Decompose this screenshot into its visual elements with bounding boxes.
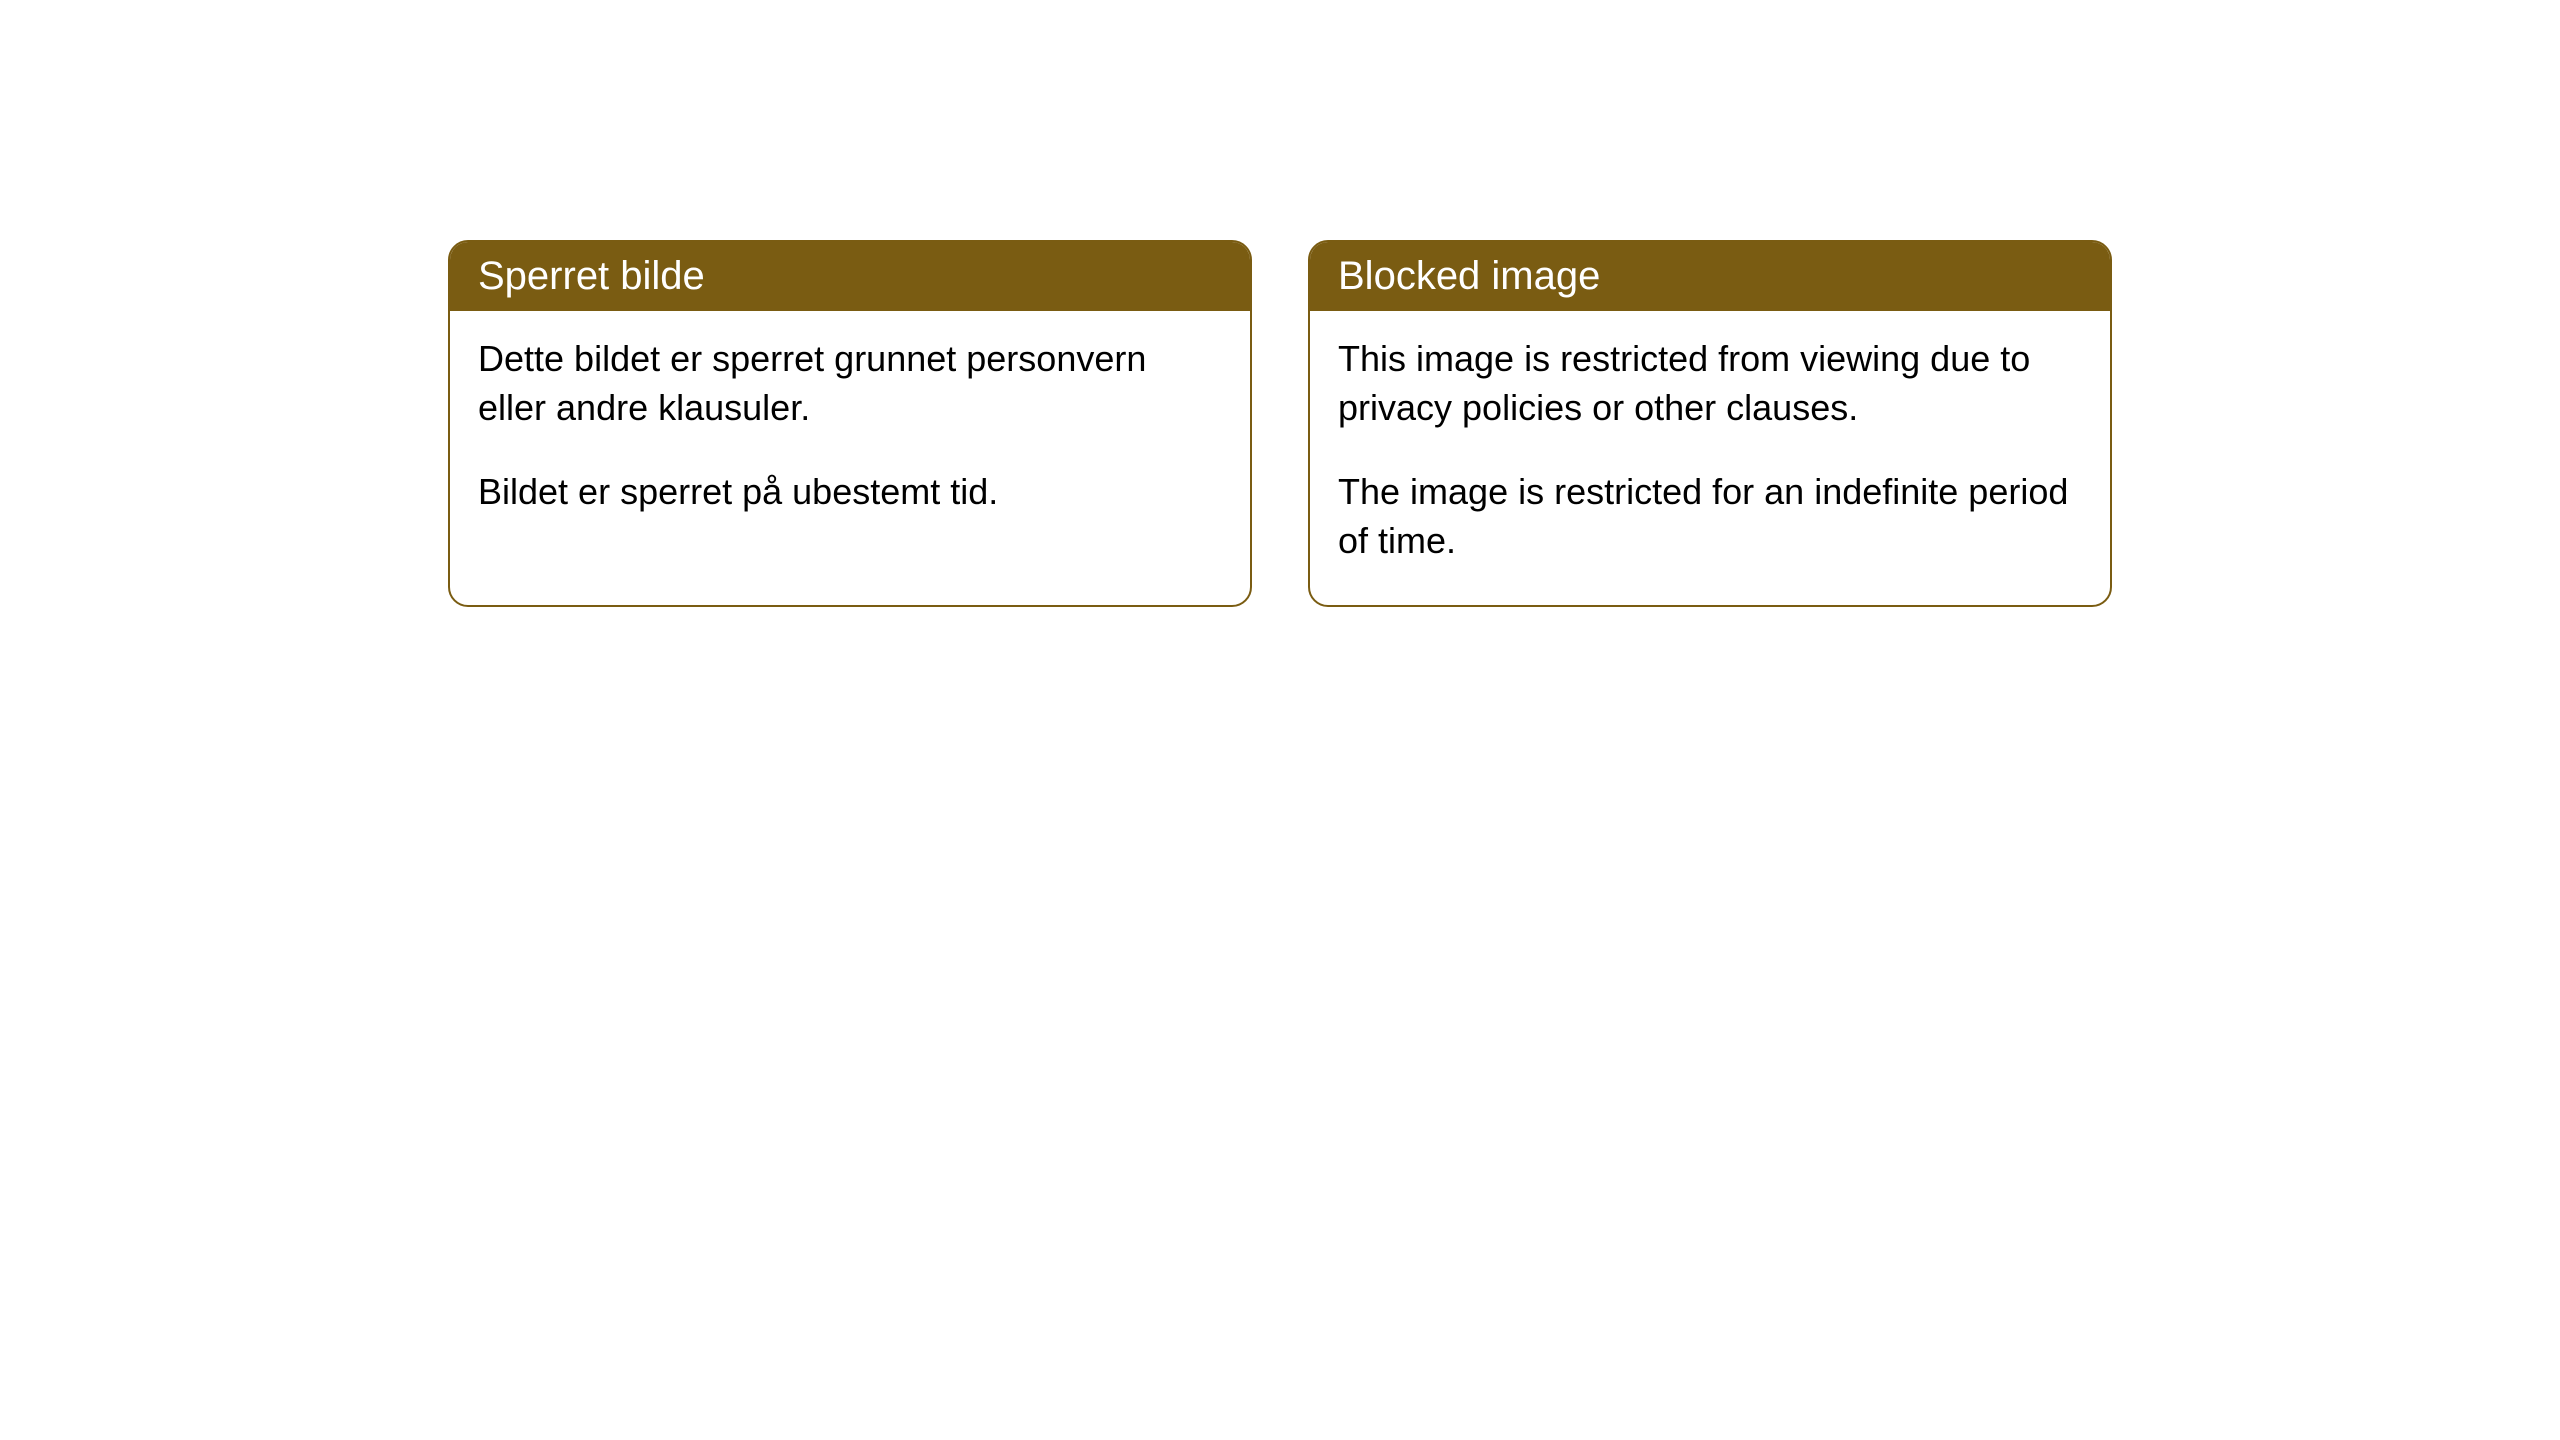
card-paragraph: The image is restricted for an indefinit… <box>1338 468 2082 565</box>
card-title: Sperret bilde <box>478 254 705 298</box>
blocked-image-card-no: Sperret bilde Dette bildet er sperret gr… <box>448 240 1252 607</box>
card-paragraph: Bildet er sperret på ubestemt tid. <box>478 468 1222 517</box>
card-paragraph: This image is restricted from viewing du… <box>1338 335 2082 432</box>
card-body: This image is restricted from viewing du… <box>1310 311 2110 605</box>
card-paragraph: Dette bildet er sperret grunnet personve… <box>478 335 1222 432</box>
card-body: Dette bildet er sperret grunnet personve… <box>450 311 1250 557</box>
card-header: Blocked image <box>1310 242 2110 311</box>
blocked-image-card-en: Blocked image This image is restricted f… <box>1308 240 2112 607</box>
card-header: Sperret bilde <box>450 242 1250 311</box>
notice-cards-container: Sperret bilde Dette bildet er sperret gr… <box>448 240 2560 607</box>
card-title: Blocked image <box>1338 254 1600 298</box>
